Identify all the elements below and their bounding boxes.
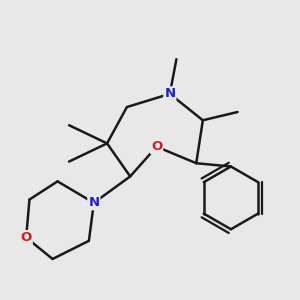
Text: O: O [151, 140, 162, 153]
Text: O: O [20, 231, 32, 244]
Text: N: N [88, 196, 99, 209]
Text: N: N [164, 87, 175, 101]
